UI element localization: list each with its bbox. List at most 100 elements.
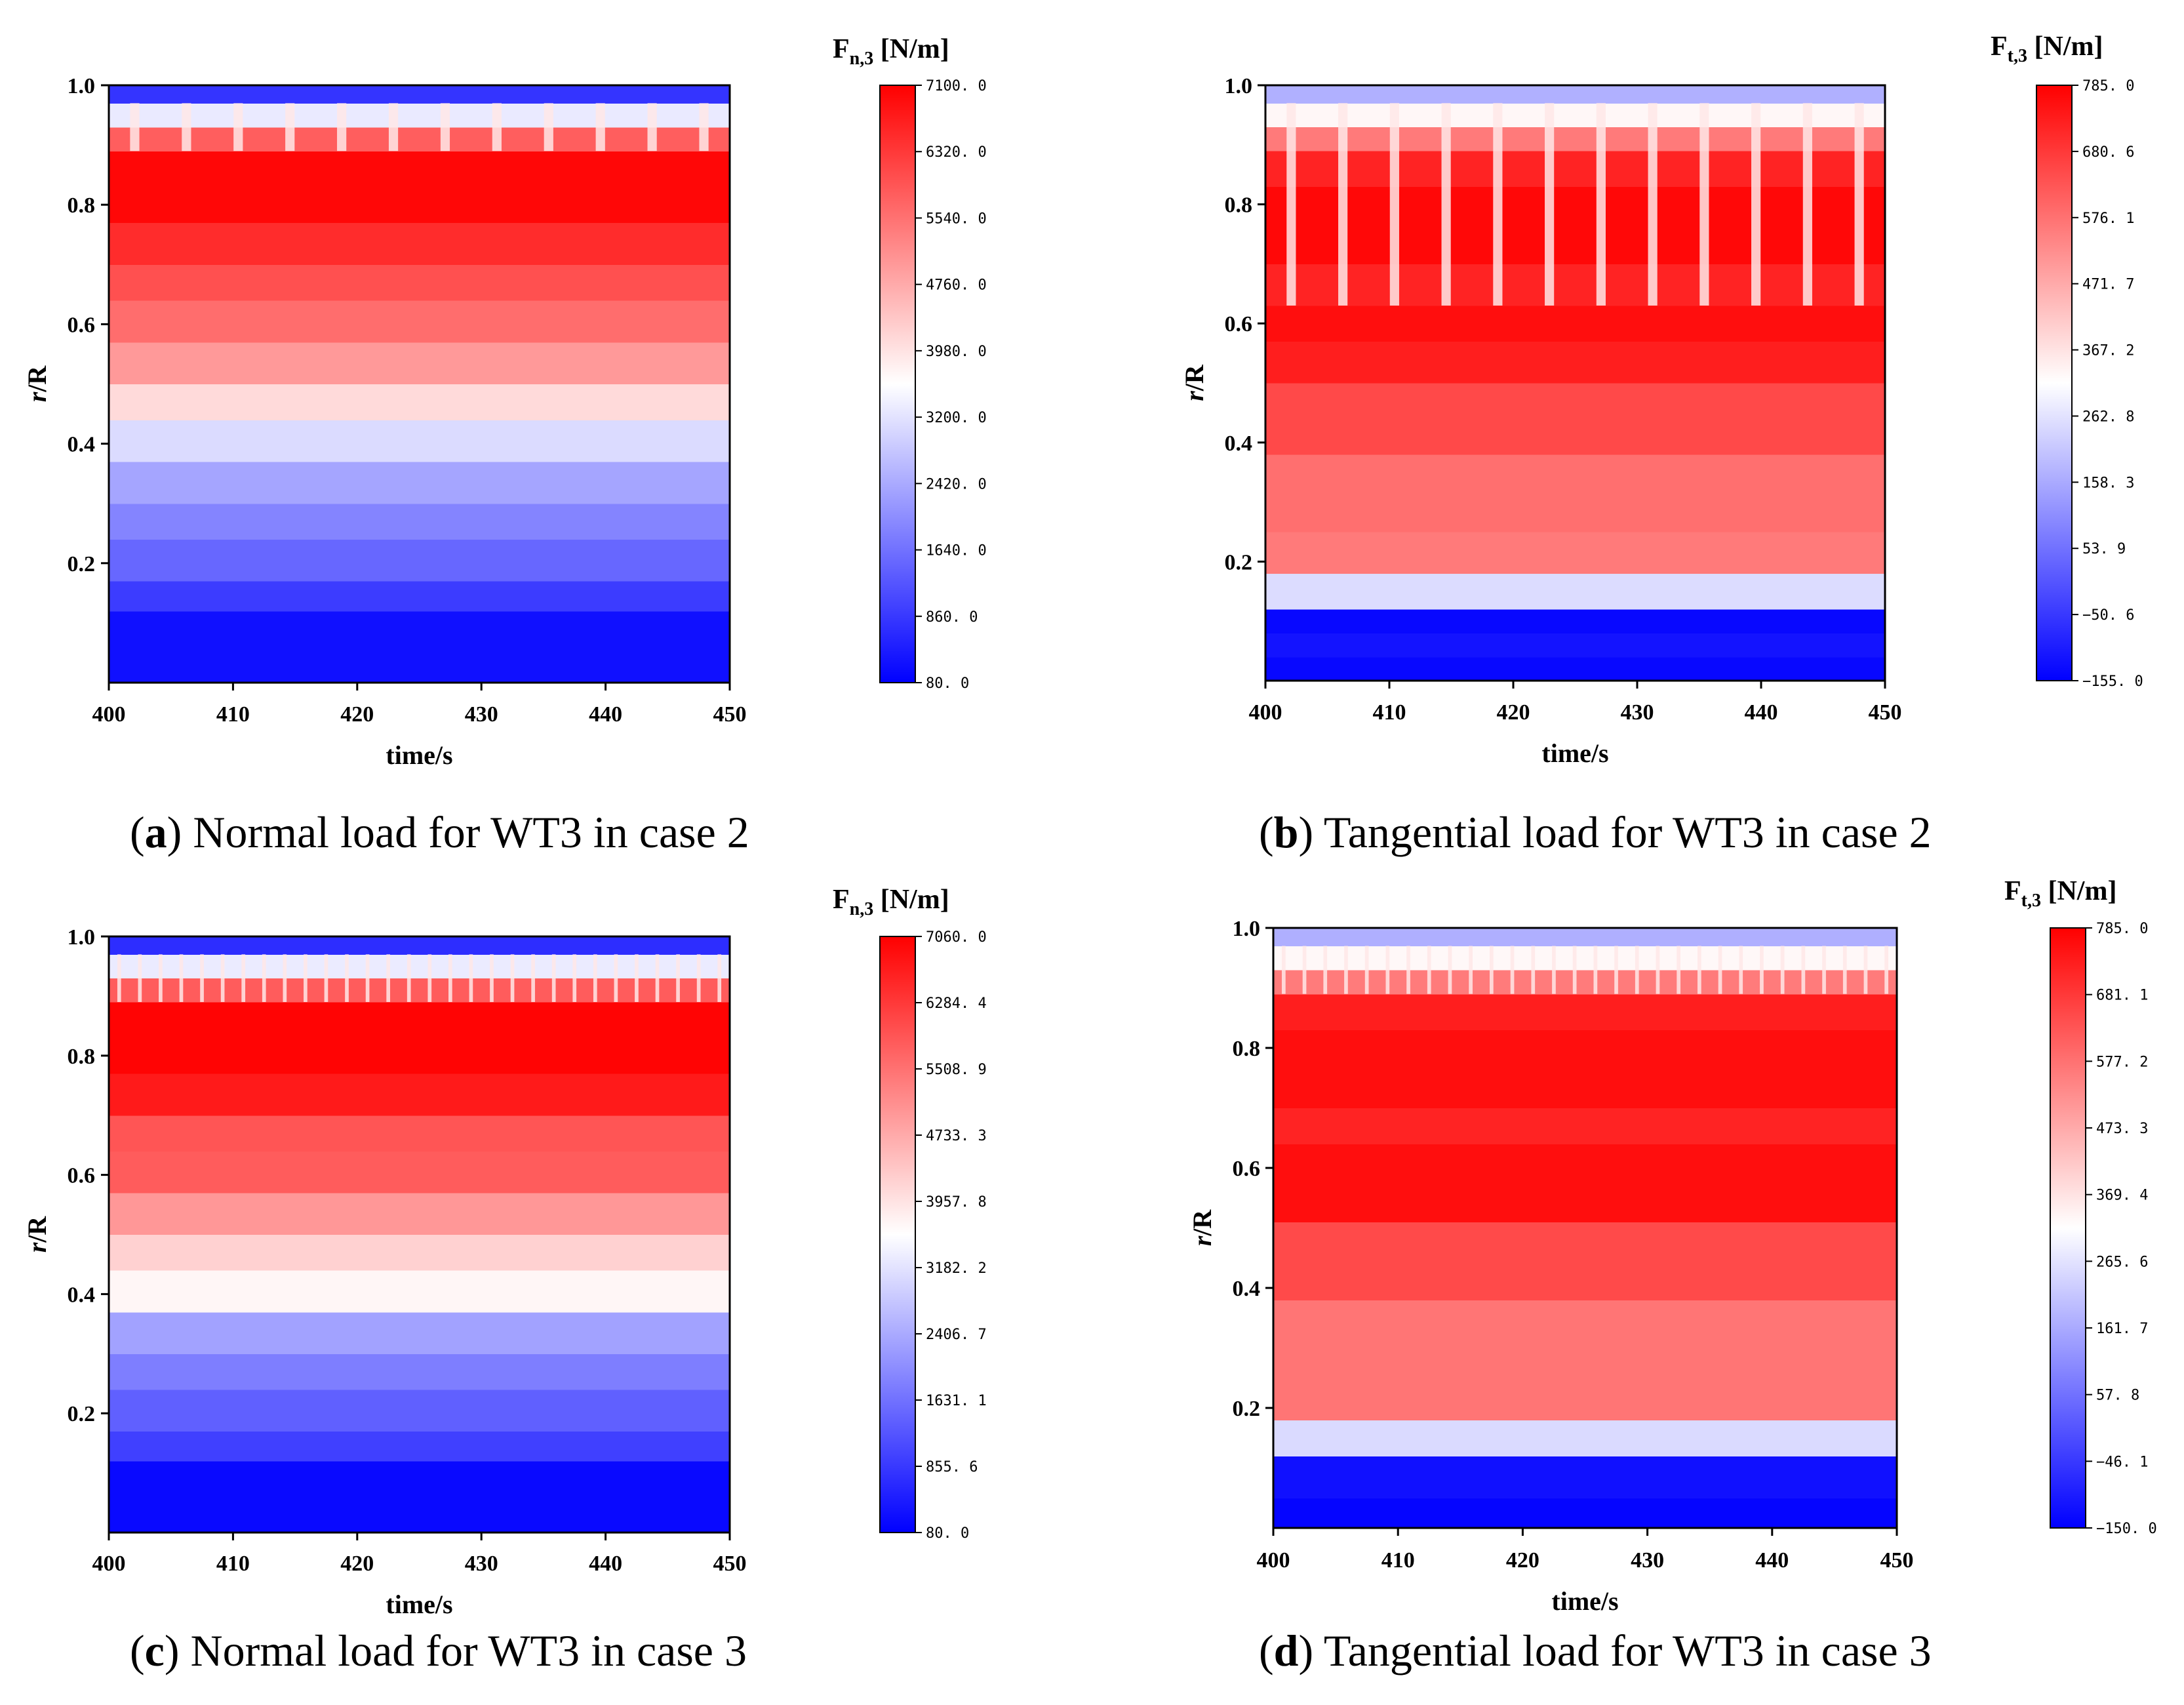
heatmap-band	[109, 85, 730, 104]
colorbar	[2050, 927, 2086, 1529]
colorbar-title-unit: [N/m]	[873, 34, 949, 64]
x-tick-label: 400	[1249, 700, 1282, 725]
heatmap-band	[109, 151, 730, 224]
heatmap-streak	[1863, 946, 1868, 994]
colorbar-title-main: F	[1991, 31, 2008, 62]
colorbar-tick-label: 3957. 8	[926, 1194, 987, 1211]
y-axis-label-rest: /R	[1180, 364, 1209, 391]
heatmap-streak	[1751, 103, 1761, 306]
y-tick-label: 1.0	[68, 925, 96, 950]
colorbar	[879, 936, 916, 1533]
colorbar-tick-label: 576. 1	[2082, 211, 2134, 227]
heatmap-streak	[1780, 946, 1785, 994]
panel-c-heatmap	[109, 936, 730, 1533]
heatmap-streak	[1489, 946, 1494, 994]
heatmap-streak	[1493, 103, 1503, 306]
y-axis-label-rest: /R	[22, 1216, 52, 1243]
heatmap-band	[1265, 85, 1885, 104]
x-tick-label: 400	[1257, 1548, 1290, 1573]
heatmap-band	[109, 103, 730, 128]
x-tick-label: 440	[589, 702, 622, 727]
caption-close-paren: )	[165, 1626, 191, 1675]
colorbar-title-unit: [N/m]	[2027, 31, 2103, 62]
heatmap-streak	[200, 954, 204, 1002]
colorbar-title-main: F	[2004, 876, 2021, 906]
caption-text: Tangential load for WT3 in case 2	[1324, 807, 1932, 857]
colorbar-tick-label: −150. 0	[2096, 1521, 2157, 1537]
colorbar-tick-label: 161. 7	[2096, 1321, 2148, 1337]
x-tick-label: 400	[92, 1552, 126, 1576]
heatmap-band	[109, 461, 730, 504]
heatmap-streak	[1545, 103, 1555, 306]
heatmap-streak	[324, 954, 328, 1002]
colorbar-title-subscript: n,3	[850, 899, 874, 919]
caption-close-paren: )	[1298, 807, 1323, 857]
heatmap-streak	[531, 954, 535, 1002]
y-axis-label-rest: /R	[22, 365, 52, 393]
heatmap-band	[109, 1001, 730, 1074]
caption-close-paren: )	[1298, 1626, 1323, 1675]
colorbar-tick-label: 3980. 0	[926, 344, 987, 360]
heatmap-streak	[1801, 946, 1806, 994]
colorbar-tick-label: −46. 1	[2096, 1454, 2148, 1470]
heatmap-streak	[1344, 946, 1348, 994]
heatmap-streak	[635, 954, 639, 1002]
heatmap-streak	[492, 103, 502, 151]
y-tick-label: 1.0	[1233, 917, 1261, 941]
colorbar-title-main: F	[833, 885, 850, 915]
heatmap-band	[109, 384, 730, 420]
heatmap-band	[1273, 1108, 1897, 1144]
heatmap-band	[1265, 573, 1885, 610]
x-tick-label: 410	[216, 1552, 250, 1576]
colorbar-tick-label: 681. 1	[2096, 988, 2148, 1004]
heatmap-streak	[614, 954, 618, 1002]
colorbar-title-subscript: n,3	[850, 49, 874, 69]
colorbar-tick-label: 4760. 0	[926, 277, 987, 294]
panel-b-plot-frame	[1264, 84, 1886, 682]
colorbar-title-unit: [N/m]	[2041, 876, 2116, 906]
heatmap-streak	[1302, 946, 1307, 994]
colorbar-tick-label: 2420. 0	[926, 476, 987, 492]
x-tick-label: 440	[1755, 1548, 1789, 1573]
heatmap-band	[1265, 186, 1885, 264]
heatmap-streak	[407, 954, 411, 1002]
heatmap-band	[1273, 1144, 1897, 1222]
colorbar-tick-label: 785. 0	[2082, 78, 2134, 94]
heatmap-streak	[595, 103, 605, 151]
heatmap-streak	[1510, 946, 1515, 994]
caption-close-paren: )	[167, 807, 193, 857]
y-axis-label: r/R	[1180, 364, 1209, 401]
colorbar-tick-label: 4733. 3	[926, 1128, 987, 1144]
heatmap-streak	[159, 954, 163, 1002]
heatmap-streak	[1656, 946, 1660, 994]
heatmap-band	[109, 1312, 730, 1354]
heatmap-streak	[647, 103, 657, 151]
x-tick-label: 400	[92, 702, 126, 727]
heatmap-streak	[179, 954, 184, 1002]
heatmap-band	[109, 611, 730, 683]
heatmap-band	[109, 127, 730, 151]
x-tick-label: 450	[1880, 1548, 1914, 1573]
colorbar-tick-label: 5540. 0	[926, 211, 987, 227]
panel-b-heatmap	[1265, 85, 1885, 681]
panel-d-heatmap	[1273, 928, 1897, 1529]
colorbar-tick-label: 367. 2	[2082, 343, 2134, 359]
heatmap-band	[1265, 633, 1885, 658]
heatmap-band	[1265, 150, 1885, 187]
heatmap-streak	[510, 954, 515, 1002]
heatmap-streak	[1842, 946, 1847, 994]
heatmap-streak	[117, 954, 121, 1002]
y-tick-label: 0.6	[68, 1164, 96, 1188]
heatmap-streak	[1469, 946, 1473, 994]
heatmap-band	[109, 978, 730, 1003]
heatmap-streak	[1635, 946, 1639, 994]
heatmap-streak	[386, 954, 390, 1002]
heatmap-band	[109, 1389, 730, 1432]
colorbar-tick-label: 53. 9	[2082, 541, 2126, 557]
panel-a-heatmap	[109, 85, 730, 683]
colorbar-tick-label: 860. 0	[926, 609, 978, 626]
heatmap-band	[1273, 1222, 1897, 1300]
heatmap-streak	[1677, 946, 1681, 994]
y-tick-label: 0.6	[1233, 1157, 1261, 1181]
heatmap-band	[109, 1354, 730, 1390]
